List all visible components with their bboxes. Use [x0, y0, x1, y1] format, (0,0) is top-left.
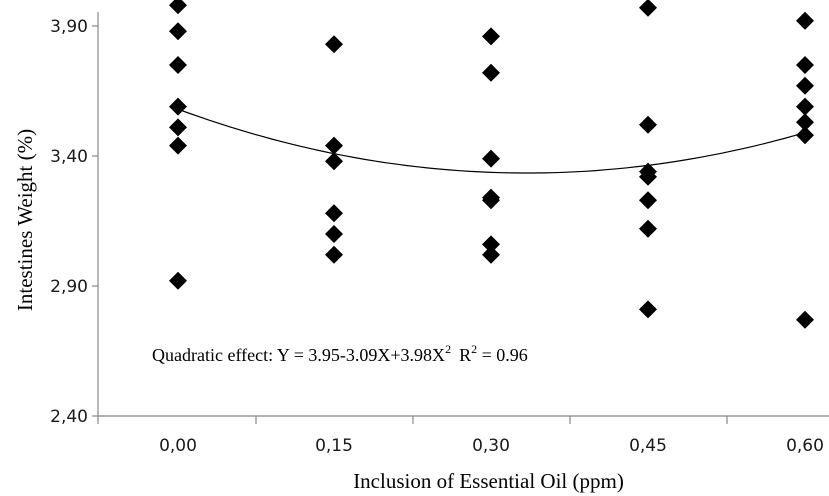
y-tick-label: 3,90 — [50, 17, 88, 37]
x-tick-label: 0,30 — [472, 436, 510, 456]
y-axis-ticks: 2,40 2,90 3,40 3,90 — [50, 17, 98, 427]
data-point — [325, 204, 343, 223]
regression-equation-annotation: Quadratic effect: Y = 3.95-3.09X+3.98X2 R… — [152, 342, 528, 365]
data-point — [796, 56, 814, 74]
data-point — [796, 11, 814, 30]
data-point — [482, 191, 500, 210]
data-point — [482, 245, 500, 264]
data-point — [169, 22, 187, 41]
data-point — [169, 136, 187, 155]
data-points — [169, 0, 814, 329]
x-tick-label: 0,00 — [159, 436, 197, 456]
data-point — [169, 271, 187, 290]
quadratic-trendline — [177, 108, 806, 174]
data-point — [639, 167, 657, 186]
axes: 2,40 2,90 3,40 3,90 0,00 0,15 0,30 0,45 0,60 — [50, 12, 829, 456]
y-tick-label: 2,40 — [50, 407, 88, 427]
data-point — [796, 113, 814, 132]
data-point — [482, 27, 500, 46]
data-point — [639, 300, 657, 319]
y-axis-title: Intestines Weight (%) — [13, 129, 37, 311]
data-point — [169, 56, 187, 74]
data-point — [639, 0, 657, 17]
data-point — [169, 0, 187, 15]
data-point — [482, 149, 500, 168]
equation-exponent: 2 — [445, 342, 451, 356]
data-point — [639, 191, 657, 210]
data-point — [639, 219, 657, 238]
r-squared-label: R — [459, 345, 471, 365]
y-tick-label: 3,40 — [50, 147, 88, 167]
x-tick-label: 0,15 — [315, 436, 353, 456]
data-point — [325, 136, 343, 155]
data-point — [796, 310, 814, 329]
data-point — [482, 235, 500, 254]
data-point — [796, 76, 814, 95]
equation-text: Quadratic effect: Y = 3.95-3.09X+3.98X — [152, 345, 445, 365]
data-point — [325, 35, 343, 54]
data-point — [325, 152, 343, 171]
data-point — [325, 245, 343, 264]
x-tick-label: 0,45 — [629, 436, 667, 456]
data-point — [169, 118, 187, 137]
data-point — [325, 225, 343, 243]
x-axis-title: Inclusion of Essential Oil (ppm) — [353, 469, 624, 493]
data-point — [639, 115, 657, 134]
data-point — [482, 63, 500, 82]
data-point — [169, 97, 187, 116]
data-point — [796, 97, 814, 116]
r-squared-exponent: 2 — [471, 342, 477, 356]
x-axis-ticks: 0,00 0,15 0,30 0,45 0,60 — [97, 416, 824, 456]
x-tick-label: 0,60 — [786, 436, 824, 456]
r-squared-value: = 0.96 — [477, 345, 528, 365]
y-tick-label: 2,90 — [50, 277, 88, 297]
data-point — [796, 126, 814, 145]
